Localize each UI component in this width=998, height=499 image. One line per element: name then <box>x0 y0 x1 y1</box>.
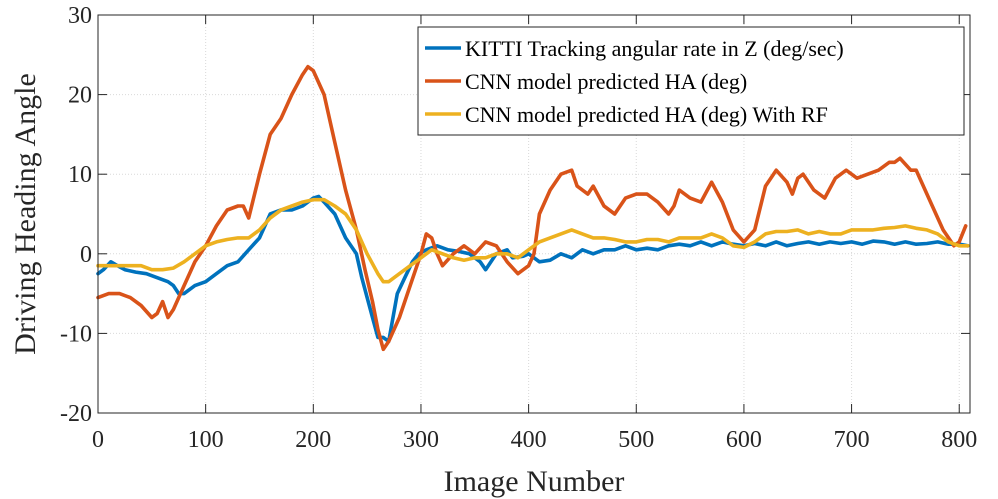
x-tick-label: 800 <box>941 427 977 453</box>
legend-label: CNN model predicted HA (deg) <box>465 69 747 94</box>
x-tick-label: 300 <box>403 427 439 453</box>
x-tick-label: 100 <box>188 427 224 453</box>
series-lines <box>96 64 970 352</box>
series-line-2 <box>96 64 968 352</box>
x-axis-label: Image Number <box>444 465 625 498</box>
y-tick-labels: -20 -10 0 10 20 30 <box>60 3 92 427</box>
legend-label: KITTI Tracking angular rate in Z (deg/se… <box>465 36 844 61</box>
x-tick-label: 200 <box>295 427 331 453</box>
legend-label: CNN model predicted HA (deg) With RF <box>465 102 828 127</box>
y-tick-label: -10 <box>60 321 92 347</box>
y-tick-label: 0 <box>80 242 92 268</box>
x-tick-labels: 0 100 200 300 400 500 600 700 800 <box>92 427 977 453</box>
plot-frame <box>97 14 971 414</box>
y-tick-label: -20 <box>60 401 92 427</box>
x-tick-label: 600 <box>726 427 762 453</box>
x-tick-label: 500 <box>618 427 654 453</box>
series-line-3 <box>96 197 970 284</box>
y-tick-label: 30 <box>68 3 92 29</box>
x-tick-label: 0 <box>92 427 104 453</box>
x-tick-label: 700 <box>834 427 870 453</box>
y-tick-label: 20 <box>68 83 92 109</box>
axis-ticks <box>97 14 970 414</box>
legend: KITTI Tracking angular rate in Z (deg/se… <box>417 26 965 136</box>
x-tick-label: 400 <box>511 427 547 453</box>
legend-box <box>417 26 965 136</box>
y-axis-label: Driving Heading Angle <box>9 73 42 355</box>
y-tick-label: 10 <box>68 162 92 188</box>
